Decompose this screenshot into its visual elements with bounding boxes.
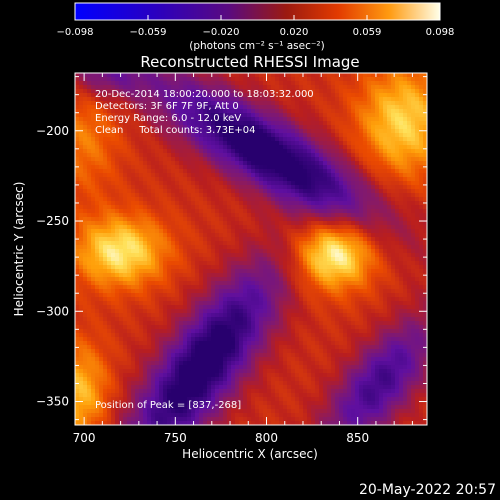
annotation-energy: Energy Range: 6.0 - 12.0 keV <box>95 113 241 124</box>
x-tick-label: 850 <box>346 431 369 445</box>
y-axis-label: Heliocentric Y (arcsec) <box>12 182 26 317</box>
y-tick-label: −200 <box>36 124 69 138</box>
plot-frame <box>74 72 428 426</box>
timestamp: 20-May-2022 20:57 <box>359 482 496 498</box>
colorbar-tick-label: −0.059 <box>129 27 166 38</box>
chart-title: Reconstructed RHESSI Image <box>140 53 359 71</box>
annotation-peak: Position of Peak = [837,-268] <box>95 400 241 411</box>
annotation-clean: Clean Total counts: 3.73E+04 <box>95 125 255 136</box>
y-tick-label: −350 <box>36 395 69 409</box>
colorbar-tick-label: 0.059 <box>353 27 382 38</box>
colorbar-tick-label: −0.020 <box>202 27 239 38</box>
annotation-time: 20-Dec-2014 18:00:20.000 to 18:03:32.000 <box>95 89 314 100</box>
y-tick-label: −300 <box>36 304 69 318</box>
colorbar-tick-label: 0.098 <box>426 27 455 38</box>
colorbar-ticks: −0.098 −0.059 −0.020 0.020 0.059 0.098 <box>56 15 454 38</box>
tick-labels: 700 750 800 850 −200 −250 −300 −350 <box>36 124 369 445</box>
plot-area <box>75 73 427 425</box>
annotation-detectors: Detectors: 3F 6F 7F 9F, Att 0 <box>95 101 239 112</box>
colorbar-tick-label: 0.020 <box>280 27 309 38</box>
colorbar-tick-label: −0.098 <box>56 27 93 38</box>
axis-ticks <box>75 73 427 425</box>
y-tick-label: −250 <box>36 214 69 228</box>
x-tick-label: 800 <box>255 431 278 445</box>
x-tick-label: 750 <box>164 431 187 445</box>
x-axis-label: Heliocentric X (arcsec) <box>182 447 318 461</box>
colorbar-units: (photons cm⁻² s⁻¹ asec⁻²) <box>189 40 324 52</box>
x-tick-label: 700 <box>73 431 96 445</box>
colorbar-frame <box>74 2 441 21</box>
colorbar <box>75 3 440 20</box>
